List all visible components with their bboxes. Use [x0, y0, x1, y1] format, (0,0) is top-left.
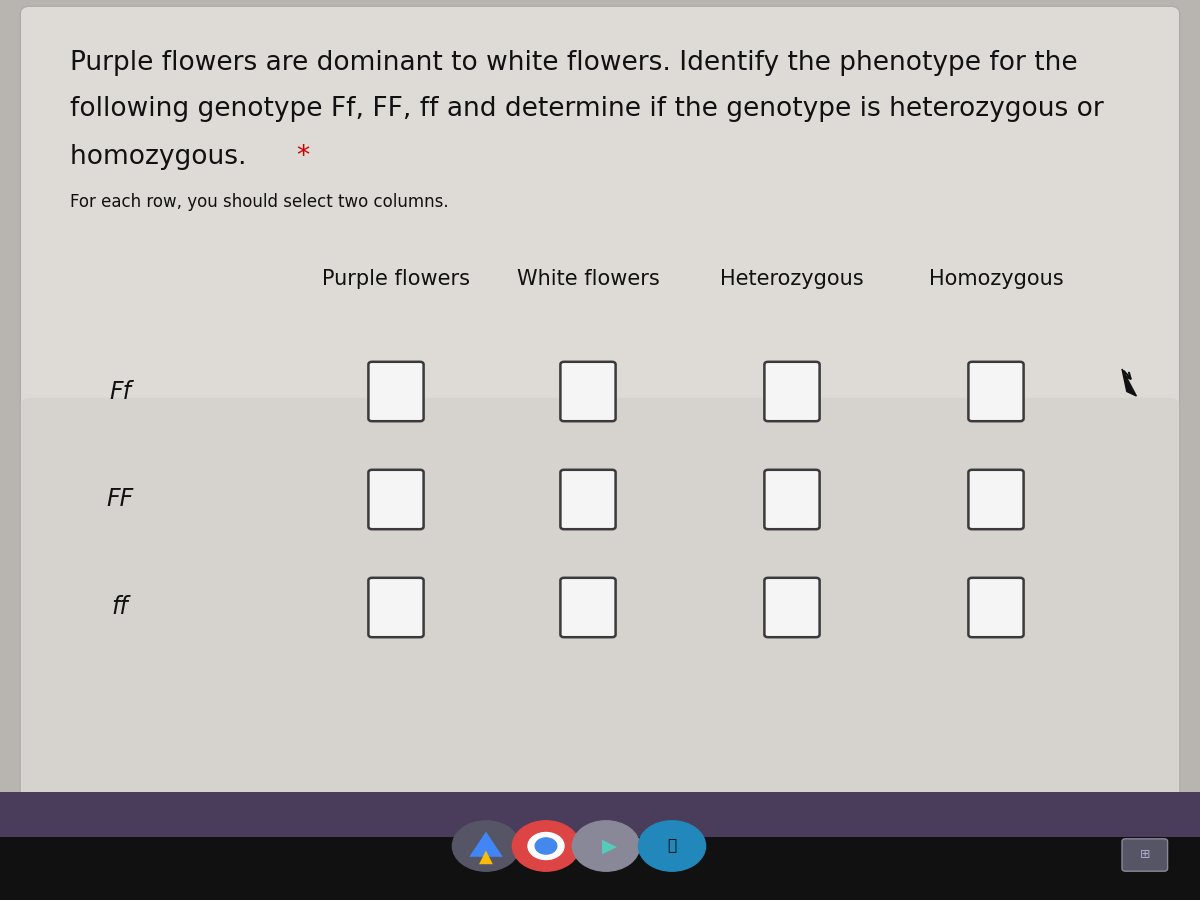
Text: following genotype Ff, FF, ff and determine if the genotype is heterozygous or: following genotype Ff, FF, ff and determ… — [70, 96, 1103, 122]
Circle shape — [452, 821, 520, 871]
Circle shape — [535, 838, 557, 854]
Text: Purple flowers are dominant to white flowers. Identify the phenotype for the: Purple flowers are dominant to white flo… — [70, 50, 1078, 76]
FancyBboxPatch shape — [764, 578, 820, 637]
Text: ▲: ▲ — [479, 848, 493, 866]
Text: Ff: Ff — [109, 380, 131, 403]
Bar — [0, 837, 1200, 900]
FancyBboxPatch shape — [968, 470, 1024, 529]
Text: Homozygous: Homozygous — [929, 269, 1063, 289]
FancyBboxPatch shape — [1122, 839, 1168, 871]
FancyBboxPatch shape — [0, 792, 1200, 900]
Text: White flowers: White flowers — [517, 269, 659, 289]
FancyBboxPatch shape — [560, 470, 616, 529]
Circle shape — [512, 821, 580, 871]
Text: homozygous.: homozygous. — [70, 144, 254, 170]
FancyBboxPatch shape — [368, 470, 424, 529]
FancyBboxPatch shape — [20, 6, 1180, 804]
Text: ff: ff — [112, 596, 128, 619]
Circle shape — [638, 821, 706, 871]
FancyBboxPatch shape — [20, 398, 1180, 804]
FancyBboxPatch shape — [764, 470, 820, 529]
FancyBboxPatch shape — [560, 362, 616, 421]
Text: FF: FF — [107, 488, 133, 511]
Polygon shape — [469, 832, 503, 857]
FancyBboxPatch shape — [968, 362, 1024, 421]
Text: For each row, you should select two columns.: For each row, you should select two colu… — [70, 193, 449, 211]
Text: ▶: ▶ — [602, 836, 617, 856]
Text: ⊞: ⊞ — [1140, 849, 1150, 861]
Text: Purple flowers: Purple flowers — [322, 269, 470, 289]
FancyBboxPatch shape — [560, 578, 616, 637]
Text: 📷: 📷 — [667, 839, 677, 853]
Text: Heterozygous: Heterozygous — [720, 269, 864, 289]
Polygon shape — [1122, 369, 1136, 396]
Text: *: * — [296, 144, 310, 170]
FancyBboxPatch shape — [968, 578, 1024, 637]
FancyBboxPatch shape — [764, 362, 820, 421]
FancyBboxPatch shape — [368, 578, 424, 637]
FancyBboxPatch shape — [368, 362, 424, 421]
Circle shape — [528, 832, 564, 859]
Circle shape — [572, 821, 640, 871]
